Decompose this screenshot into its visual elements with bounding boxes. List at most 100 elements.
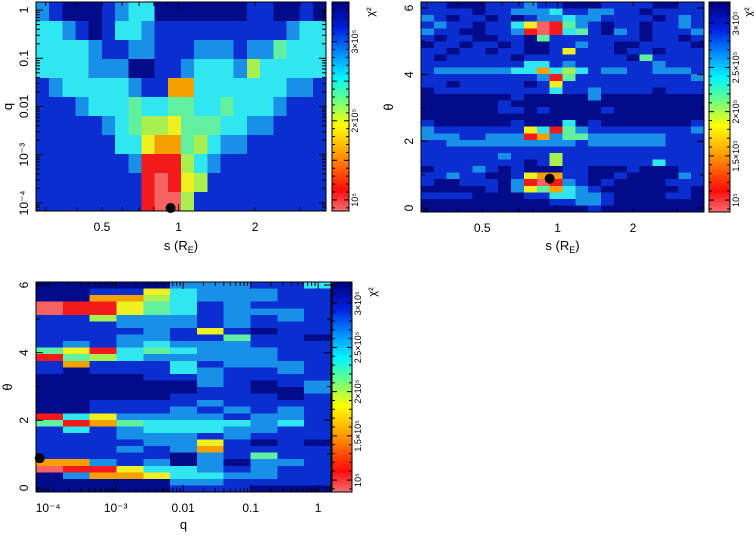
colorbar-tick-label: 10⁵ [353,473,363,487]
heatmap-cell [652,74,667,82]
heatmap-cell [472,172,486,180]
heatmap-cell [459,120,474,128]
heatmap-cell [613,113,628,121]
heatmap-cell [250,373,278,382]
heatmap-cell [459,34,474,42]
heatmap-cell [223,301,252,309]
heatmap-cell [170,314,198,322]
heatmap-cell [246,78,261,98]
heatmap-cell [101,116,116,136]
heatmap-cell [575,198,589,207]
colorbar-title: χ² [365,7,377,17]
heatmap-cell [459,87,474,95]
heatmap-cell [89,327,118,336]
heatmap-cell [652,21,667,29]
heatmap-cell [472,54,486,62]
heatmap-cell [678,198,692,207]
heatmap-cell [652,41,667,49]
y-axis-title: q [0,103,15,110]
heatmap-cell [433,107,448,115]
heatmap-cell [36,485,64,493]
heatmap-cell [536,133,551,141]
heatmap-cell [89,419,118,427]
heatmap-cell [511,179,525,187]
heatmap-cell [536,179,551,187]
heatmap-cell [665,146,679,154]
heatmap-cell [233,40,248,60]
heatmap-cell [36,478,64,487]
heatmap-cell [562,120,576,128]
heatmap-cell [433,185,448,193]
heatmap-cell [498,80,512,88]
heatmap-cell [62,354,91,362]
heatmap-cell [36,314,64,322]
heatmap-cell [181,21,195,41]
heatmap-cell [141,116,156,136]
heatmap-cell [652,113,667,121]
heatmap-cell [128,173,143,193]
heatmap-cell [601,87,615,95]
heatmap-cell [588,87,602,95]
heatmap-cell [575,100,589,108]
heatmap-cell [36,472,64,480]
heatmap-cell [691,21,705,29]
heatmap-cell [678,120,692,128]
heatmap-cell [562,146,576,154]
heatmap-cell [250,288,278,296]
heatmap-cell [472,100,486,108]
heatmap-cell [601,139,615,147]
heatmap-cell [691,126,705,134]
heatmap-cell [485,61,499,69]
heatmap-cell [485,41,499,49]
heatmap-cell [223,387,252,395]
heatmap-cell [433,139,448,147]
heatmap-cell [223,321,252,329]
heatmap-cell [143,308,171,316]
heatmap-cell [170,373,198,382]
heatmap-cell [626,34,641,42]
heatmap-cell [691,54,705,62]
heatmap-cell [89,432,118,441]
heatmap-cell [36,459,64,467]
heatmap-cell [250,432,278,441]
heatmap-cell [613,2,628,10]
heatmap-cell [588,2,602,10]
heatmap-cell [575,28,589,36]
heatmap-cell [652,172,667,180]
heatmap-cell [652,28,667,36]
heatmap-cell [575,152,589,161]
heatmap-cell [485,152,499,161]
heatmap-cell [299,97,314,117]
heatmap-cell [421,47,435,56]
heatmap-cell [433,159,448,167]
colorbar-tick-label: 3×10⁵ [353,291,363,315]
heatmap-cell [233,59,248,79]
heatmap-cell [196,360,225,368]
heatmap-cell [613,133,628,141]
heatmap-cell [588,74,602,82]
heatmap-cell [639,54,654,62]
heatmap-cell [115,78,129,98]
heatmap-cell [433,74,448,82]
heatmap-cell [116,354,144,362]
heatmap-cell [167,78,182,98]
heatmap-cell [116,288,144,296]
heatmap-cell [75,59,90,79]
heatmap-cell [613,80,628,88]
heatmap-cell [588,15,602,23]
heatmap-cell [170,295,198,303]
heatmap-cell [601,93,615,102]
heatmap-cell [143,472,171,480]
heatmap-cell [549,107,564,115]
heatmap-cell [613,166,628,174]
heatmap-cell [277,288,305,296]
heatmap-cell [485,159,499,167]
heatmap-cell [141,21,156,41]
heatmap-cell [141,78,156,98]
heatmap-cell [691,139,705,147]
heatmap-cell [421,152,435,161]
y-tick-label: 4 [17,349,31,356]
heatmap-cell [691,67,705,75]
heatmap-cell [223,413,252,421]
heatmap-cell [511,54,525,62]
